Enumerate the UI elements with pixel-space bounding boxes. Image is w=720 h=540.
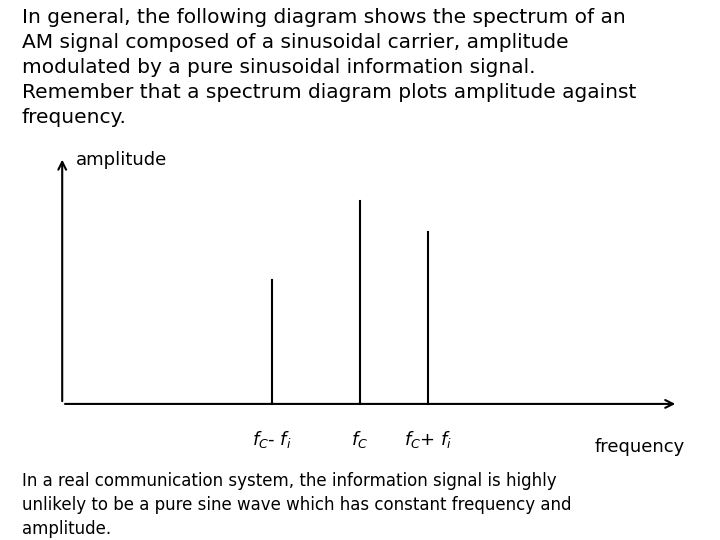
Text: frequency: frequency <box>595 437 685 456</box>
Text: In general, the following diagram shows the spectrum of an
AM signal composed of: In general, the following diagram shows … <box>22 8 636 127</box>
Text: $f_C$- $f_i$: $f_C$- $f_i$ <box>252 429 292 450</box>
Text: amplitude: amplitude <box>76 151 167 169</box>
Text: $f_C$+ $f_i$: $f_C$+ $f_i$ <box>404 429 451 450</box>
Text: In a real communication system, the information signal is highly
unlikely to be : In a real communication system, the info… <box>22 472 571 538</box>
Text: $f_C$: $f_C$ <box>351 429 369 450</box>
